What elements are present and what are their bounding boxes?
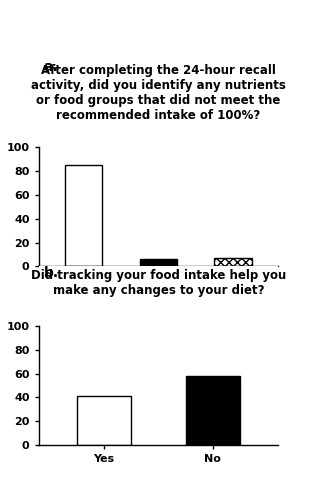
Bar <box>140 259 177 266</box>
Text: Did tracking your food intake help you
make any changes to your diet?: Did tracking your food intake help you m… <box>31 270 286 297</box>
Y-axis label: Percent: Percent <box>0 358 1 412</box>
Text: b.: b. <box>43 266 58 280</box>
Text: a.: a. <box>43 60 58 74</box>
Bar <box>186 376 240 445</box>
Y-axis label: Percent: Percent <box>0 180 1 234</box>
Bar <box>214 258 252 266</box>
Text: After completing the 24-hour recall
activity, did you identify any nutrients
or : After completing the 24-hour recall acti… <box>31 64 286 122</box>
Bar <box>65 165 102 266</box>
Bar <box>77 396 131 445</box>
